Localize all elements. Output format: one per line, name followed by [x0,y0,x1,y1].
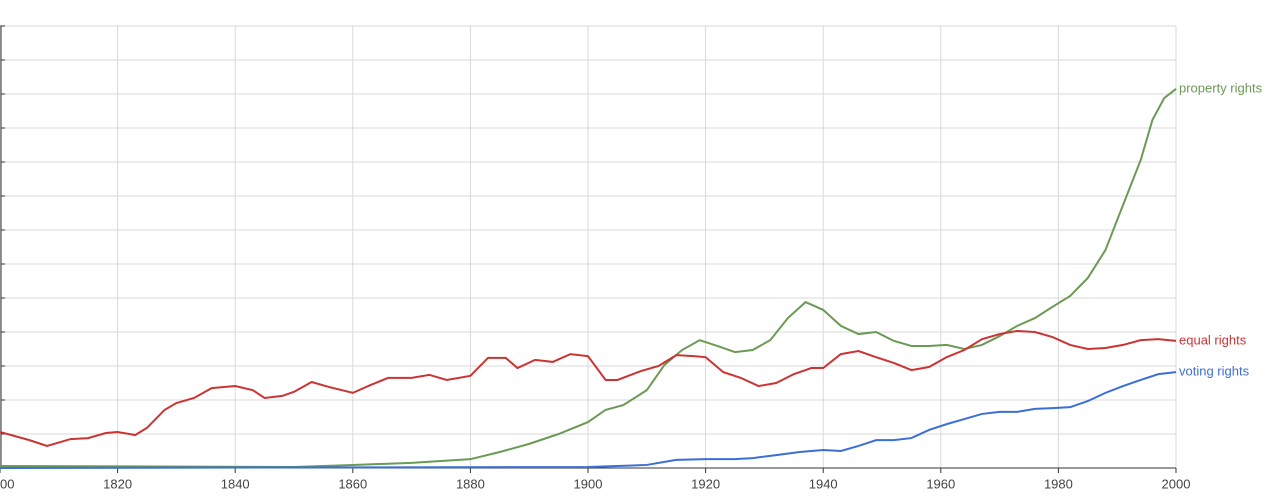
x-tick-label: 1800 [0,476,14,491]
series-line [0,329,1177,447]
x-tick-label: 1920 [691,476,720,491]
x-tick-label: 1940 [809,476,838,491]
x-tick-label: 1880 [456,476,485,491]
x-tick-label: 1960 [926,476,955,491]
series-line [0,371,1177,469]
x-tick-label: 1820 [103,476,132,491]
series-label: equal rights [1179,332,1247,347]
series-label: property rights [1179,80,1263,95]
x-tick-label: 1840 [221,476,250,491]
series-line [0,88,1177,468]
x-tick-label: 1900 [574,476,603,491]
series-label: voting rights [1179,364,1250,379]
x-tick-label: 1860 [338,476,367,491]
x-tick-label: 1980 [1044,476,1073,491]
x-tick-label: 2000 [1162,476,1191,491]
